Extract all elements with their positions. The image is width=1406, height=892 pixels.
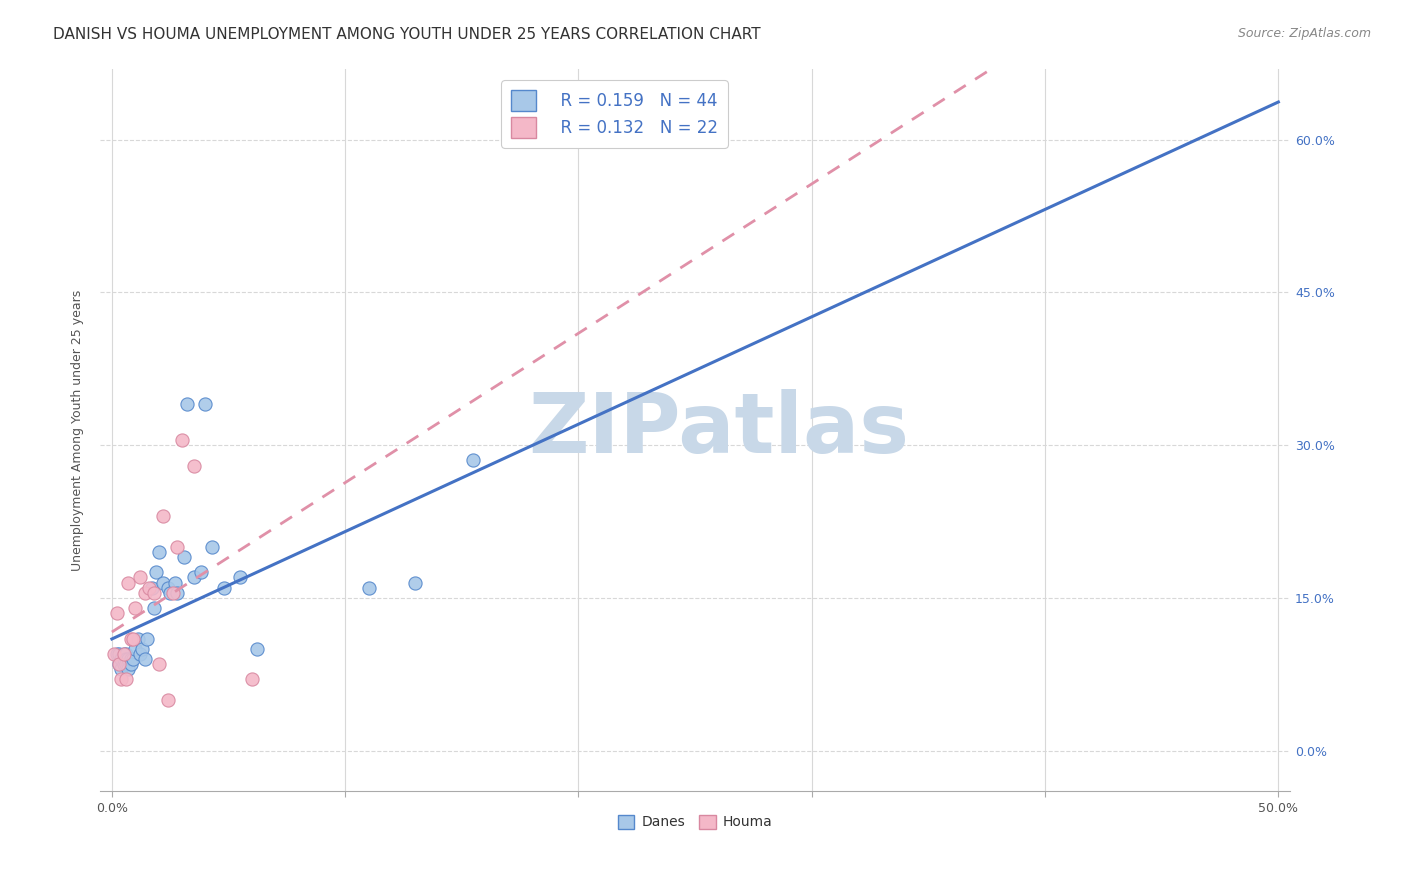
Point [162, 586, 184, 600]
Text: ZIPatlas: ZIPatlas [529, 390, 910, 470]
Point [115, 647, 138, 661]
Point [128, 647, 150, 661]
Point [138, 581, 160, 595]
Point [122, 652, 145, 666]
Point [134, 586, 156, 600]
Point [159, 586, 181, 600]
Point [122, 632, 145, 646]
Point [127, 632, 149, 646]
Point [156, 692, 179, 706]
Point [117, 657, 139, 671]
Point [212, 581, 235, 595]
Point [229, 570, 252, 584]
Point [142, 586, 165, 600]
Point [131, 641, 153, 656]
Point [120, 652, 142, 666]
Point [117, 662, 139, 676]
Point [110, 673, 132, 687]
Point [128, 570, 150, 584]
Point [170, 433, 193, 447]
Point [183, 570, 205, 584]
Point [112, 652, 135, 666]
Point [108, 657, 131, 671]
Text: Source: ZipAtlas.com: Source: ZipAtlas.com [1237, 27, 1371, 40]
Point [166, 540, 188, 554]
Point [120, 657, 142, 671]
Point [105, 647, 128, 661]
Point [183, 458, 205, 473]
Point [145, 566, 167, 580]
Point [108, 657, 131, 671]
Point [117, 575, 139, 590]
Legend: Danes, Houma: Danes, Houma [612, 809, 778, 835]
Point [103, 647, 125, 661]
Point [201, 540, 224, 554]
Point [152, 509, 174, 524]
Point [357, 581, 380, 595]
Point [124, 601, 146, 615]
Point [190, 566, 212, 580]
Point [240, 673, 263, 687]
Point [141, 581, 163, 595]
Point [112, 647, 135, 661]
Point [124, 641, 146, 656]
Point [152, 575, 174, 590]
Point [110, 662, 132, 676]
Point [135, 632, 157, 646]
Point [120, 632, 142, 646]
Point [110, 652, 132, 666]
Text: DANISH VS HOUMA UNEMPLOYMENT AMONG YOUTH UNDER 25 YEARS CORRELATION CHART: DANISH VS HOUMA UNEMPLOYMENT AMONG YOUTH… [53, 27, 761, 42]
Point [115, 652, 138, 666]
Point [163, 575, 186, 590]
Point [148, 657, 170, 671]
Point [117, 652, 139, 666]
Point [463, 453, 485, 467]
Point [404, 575, 426, 590]
Point [194, 397, 217, 411]
Point [134, 652, 156, 666]
Point [142, 601, 165, 615]
Point [148, 545, 170, 559]
Y-axis label: Unemployment Among Youth under 25 years: Unemployment Among Youth under 25 years [72, 289, 84, 571]
Point [245, 641, 267, 656]
Point [112, 657, 135, 671]
Point [112, 647, 135, 661]
Point [173, 550, 195, 565]
Point [176, 397, 198, 411]
Point [156, 581, 179, 595]
Point [115, 673, 138, 687]
Point [166, 586, 188, 600]
Point [115, 657, 138, 671]
Point [108, 647, 131, 661]
Point [105, 606, 128, 620]
